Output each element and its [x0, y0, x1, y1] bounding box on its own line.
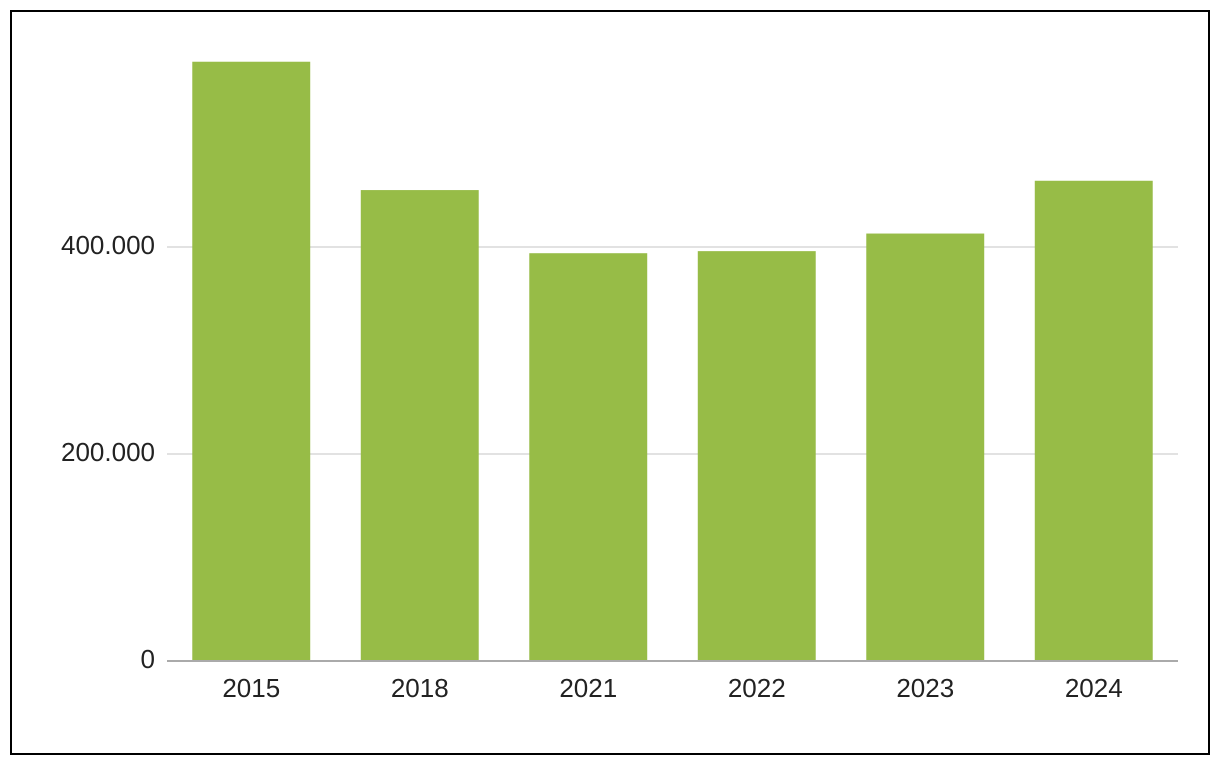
- bar: [866, 233, 985, 662]
- x-tick-label: 2022: [728, 673, 786, 703]
- y-tick-label: 200.000: [61, 437, 155, 467]
- bar: [697, 251, 816, 661]
- x-tick-label: 2015: [222, 673, 280, 703]
- bar: [192, 61, 311, 662]
- x-tick-label: 2024: [1065, 673, 1123, 703]
- bar: [360, 190, 479, 661]
- x-tick-label: 2023: [896, 673, 954, 703]
- bar: [529, 253, 648, 661]
- x-tick-label: 2021: [559, 673, 617, 703]
- y-tick-label: 0: [141, 644, 155, 674]
- y-tick-label: 400.000: [61, 230, 155, 260]
- x-tick-label: 2018: [391, 673, 449, 703]
- bar: [1034, 180, 1153, 661]
